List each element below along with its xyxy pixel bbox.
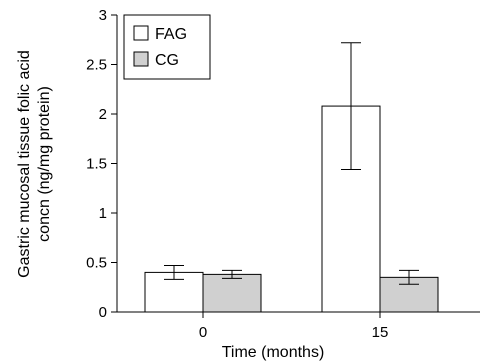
- bars: [144, 105, 439, 313]
- y-tick-label: 0.5: [86, 255, 107, 272]
- legend-label-fag: FAG: [155, 26, 187, 43]
- error-bars: [164, 42, 419, 285]
- x-tick-label: 0: [199, 324, 207, 341]
- y-axis-title: Gastric mucosal tissue folic acid concn (…: [16, 50, 53, 278]
- x-tick-label: 15: [372, 324, 389, 341]
- y-tick-label: 2.5: [86, 57, 107, 74]
- legend-box: [123, 14, 211, 80]
- x-axis-title: Time (months): [222, 344, 325, 361]
- y-axis-title-line: Gastric mucosal tissue folic acid: [16, 50, 33, 278]
- y-tick-label: 0: [99, 304, 107, 321]
- bar-cg-0: [202, 273, 262, 313]
- y-tick-label: 1.5: [86, 156, 107, 173]
- y-axis-title-line: concn (ng/mg protein): [36, 86, 53, 242]
- y-tick-label: 3: [99, 7, 107, 24]
- legend-swatch-fag: [133, 25, 149, 41]
- legend: FAG CG: [123, 14, 211, 80]
- legend-label-cg: CG: [155, 52, 179, 69]
- x-axis: 0 15: [117, 311, 480, 341]
- y-tick-label: 1: [99, 205, 107, 222]
- y-tick-label: 2: [99, 106, 107, 123]
- y-axis: 0 0.5 1 1.5 2 2.5 3: [86, 7, 118, 321]
- legend-swatch-cg: [133, 51, 149, 67]
